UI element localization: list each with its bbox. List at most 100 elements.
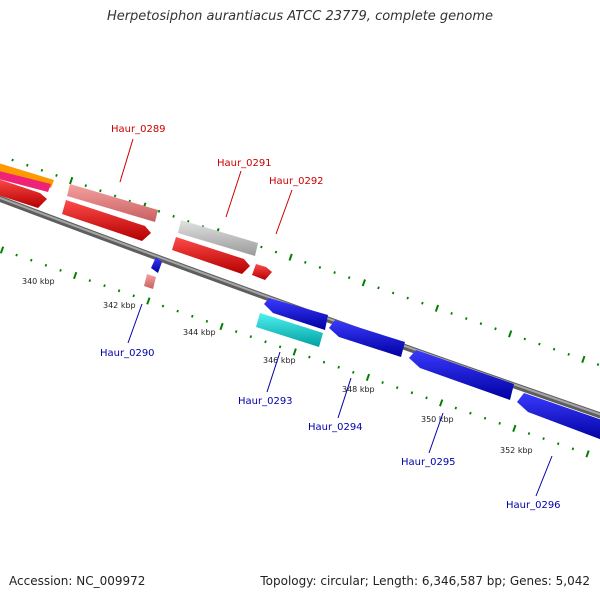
gene-label-haur-0293[interactable]: Haur_0293 [238, 396, 293, 407]
scale-tick [333, 271, 336, 274]
scale-tick [172, 214, 175, 218]
scale-tick [146, 297, 151, 305]
scale-label: 346 kbp [263, 356, 296, 365]
scale-tick [512, 424, 517, 433]
gene-feature-haur-0296[interactable] [517, 393, 600, 441]
scale-tick [347, 276, 351, 280]
scale-tick [88, 279, 92, 283]
scale-tick [361, 279, 366, 287]
scale-tick [410, 391, 414, 395]
scale-tick [542, 437, 545, 441]
scale-tick [264, 340, 267, 344]
scale-tick [176, 309, 179, 313]
scale-tick [84, 184, 88, 188]
scale-tick [234, 330, 238, 333]
gene-feature-haur-0289[interactable] [62, 184, 158, 241]
gene-label-haur-0294[interactable]: Haur_0294 [308, 422, 363, 433]
scale-tick [44, 263, 48, 267]
gene-label-haur-0296[interactable]: Haur_0296 [506, 500, 561, 511]
scale-tick [59, 269, 62, 272]
scale-tick [318, 266, 322, 269]
scale-tick [581, 355, 586, 364]
scale-label: 340 kbp [22, 277, 55, 286]
gene-label-haur-0290[interactable]: Haur_0290 [100, 348, 155, 359]
scale-tick [0, 246, 5, 254]
scale-tick [567, 352, 570, 356]
gene-label-haur-0292[interactable]: Haur_0292 [269, 176, 324, 187]
scale-tick [117, 289, 121, 293]
gene-feature-haur-0293[interactable] [256, 298, 328, 347]
scale-tick [439, 399, 444, 407]
gene-label-haur-0295[interactable]: Haur_0295 [401, 457, 456, 468]
scale-tick [69, 176, 74, 185]
scale-tick [132, 294, 135, 298]
gene-feature-haur-0295[interactable] [409, 350, 514, 400]
scale-tick [421, 301, 424, 305]
scale-tick [260, 245, 263, 249]
scale-tick [434, 304, 440, 312]
scale-tick [454, 406, 458, 410]
scale-tick [292, 348, 297, 356]
gene-label-haur-0289[interactable]: Haur_0289 [111, 124, 166, 135]
gene-feature-haur-0292[interactable] [252, 264, 272, 280]
scale-tick [469, 411, 472, 415]
scale-tick [161, 304, 165, 308]
scale-tick [381, 381, 384, 384]
gene-feature-haur-0291[interactable] [172, 220, 258, 274]
scale-tick [571, 447, 575, 451]
scale-tick [157, 209, 161, 213]
scale-tick [498, 421, 501, 425]
scale-tick [596, 363, 600, 366]
genome-summary-text: Topology: circular; Length: 6,346,587 bp… [260, 574, 590, 588]
scale-label: 344 kbp [183, 328, 216, 337]
gene-labels: Haur_0289 Haur_0290 Haur_0291 Haur_0292 … [100, 124, 561, 511]
scale-label: 352 kbp [500, 446, 533, 455]
scale-label: 348 kbp [342, 385, 375, 394]
scale-tick [322, 360, 326, 364]
scale-tick [479, 322, 483, 326]
scale-tick [337, 365, 340, 369]
accession-text: Accession: NC_009972 [9, 574, 146, 588]
gene-feature-haur-0294[interactable] [329, 320, 405, 357]
scale-tick [308, 355, 311, 359]
gene-label-lines [119, 138, 553, 497]
scale-label: 350 kbp [421, 415, 454, 424]
scale-tick [11, 158, 14, 162]
scale-tick [494, 327, 497, 331]
scale-tick [219, 322, 224, 331]
scale-tick [304, 260, 307, 264]
map-title: Herpetosiphon aurantiacus ATCC 23779, co… [106, 9, 494, 24]
scale-tick [585, 450, 590, 458]
scale-tick [395, 386, 399, 390]
scale-tick [191, 314, 194, 318]
feature-left-magenta [0, 171, 51, 192]
scale-tick [552, 347, 556, 351]
scale-tick [391, 291, 395, 295]
scale-tick [425, 396, 428, 400]
gene-feature-haur-0290[interactable] [144, 257, 162, 289]
scale-label: 342 kbp [103, 301, 136, 310]
scale-tick [55, 174, 58, 177]
scale-tick [30, 258, 33, 262]
scale-tick [538, 342, 541, 346]
scale-tick [527, 432, 531, 435]
scale-tick [465, 317, 468, 320]
scale-tick [450, 312, 453, 315]
scale-tick [99, 189, 102, 193]
scale-labels: 340 kbp 342 kbp 344 kbp 346 kbp 348 kbp … [22, 277, 533, 455]
scale-tick [377, 286, 380, 290]
scale-tick [278, 345, 282, 349]
scale-tick [15, 253, 18, 257]
feature-left-red [0, 179, 47, 208]
scale-tick [249, 335, 253, 339]
scale-tick [26, 163, 29, 167]
scale-tick [40, 168, 44, 172]
scale-tick [113, 194, 117, 198]
scale-tick [365, 373, 371, 382]
scale-tick [352, 370, 355, 374]
gene-label-haur-0291[interactable]: Haur_0291 [217, 158, 272, 169]
scale-tick [205, 319, 209, 323]
scale-tick [406, 296, 409, 300]
scale-tick [523, 337, 527, 341]
